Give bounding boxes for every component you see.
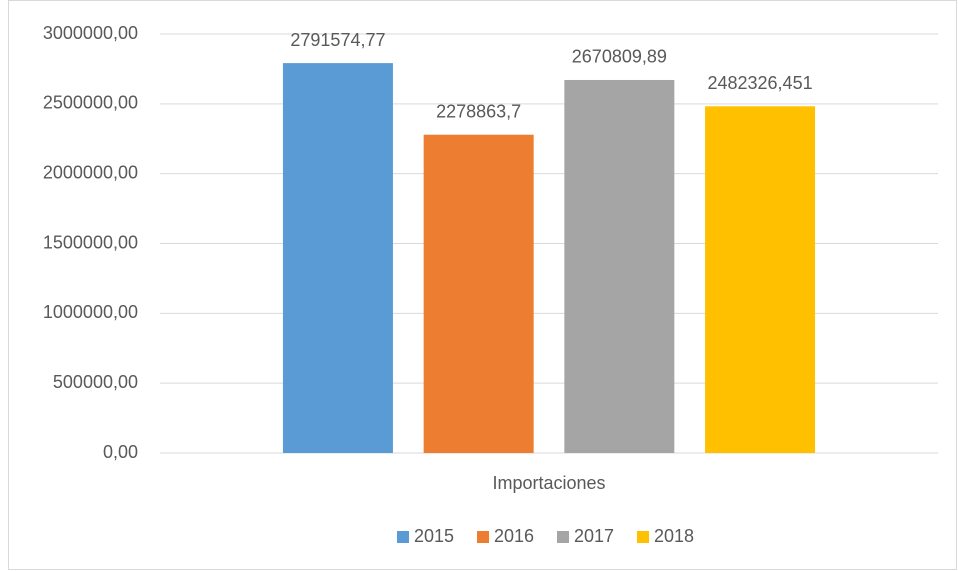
legend-swatch: [637, 531, 649, 543]
y-tick-label: 500000,00: [53, 372, 138, 392]
legend-swatch: [397, 531, 409, 543]
data-label: 2670809,89: [572, 47, 667, 67]
legend-label: 2016: [494, 526, 534, 546]
y-tick-label: 3000000,00: [43, 23, 138, 43]
legend-swatch: [477, 531, 489, 543]
y-tick-label: 0,00: [103, 442, 138, 462]
y-tick-label: 1500000,00: [43, 232, 138, 252]
data-label: 2482326,451: [707, 73, 812, 93]
x-tick-label: Importaciones: [492, 473, 605, 493]
y-tick-label: 2500000,00: [43, 93, 138, 113]
bar: [282, 63, 393, 454]
legend-label: 2015: [414, 526, 454, 546]
y-tick-label: 1000000,00: [43, 302, 138, 322]
data-label: 2791574,77: [290, 30, 385, 50]
legend-label: 2018: [654, 526, 694, 546]
legend-swatch: [557, 531, 569, 543]
bar: [705, 106, 816, 453]
y-tick-label: 2000000,00: [43, 162, 138, 182]
bar: [564, 79, 675, 454]
legend-label: 2017: [574, 526, 614, 546]
bar: [423, 134, 534, 454]
data-label: 2278863,7: [436, 101, 521, 121]
